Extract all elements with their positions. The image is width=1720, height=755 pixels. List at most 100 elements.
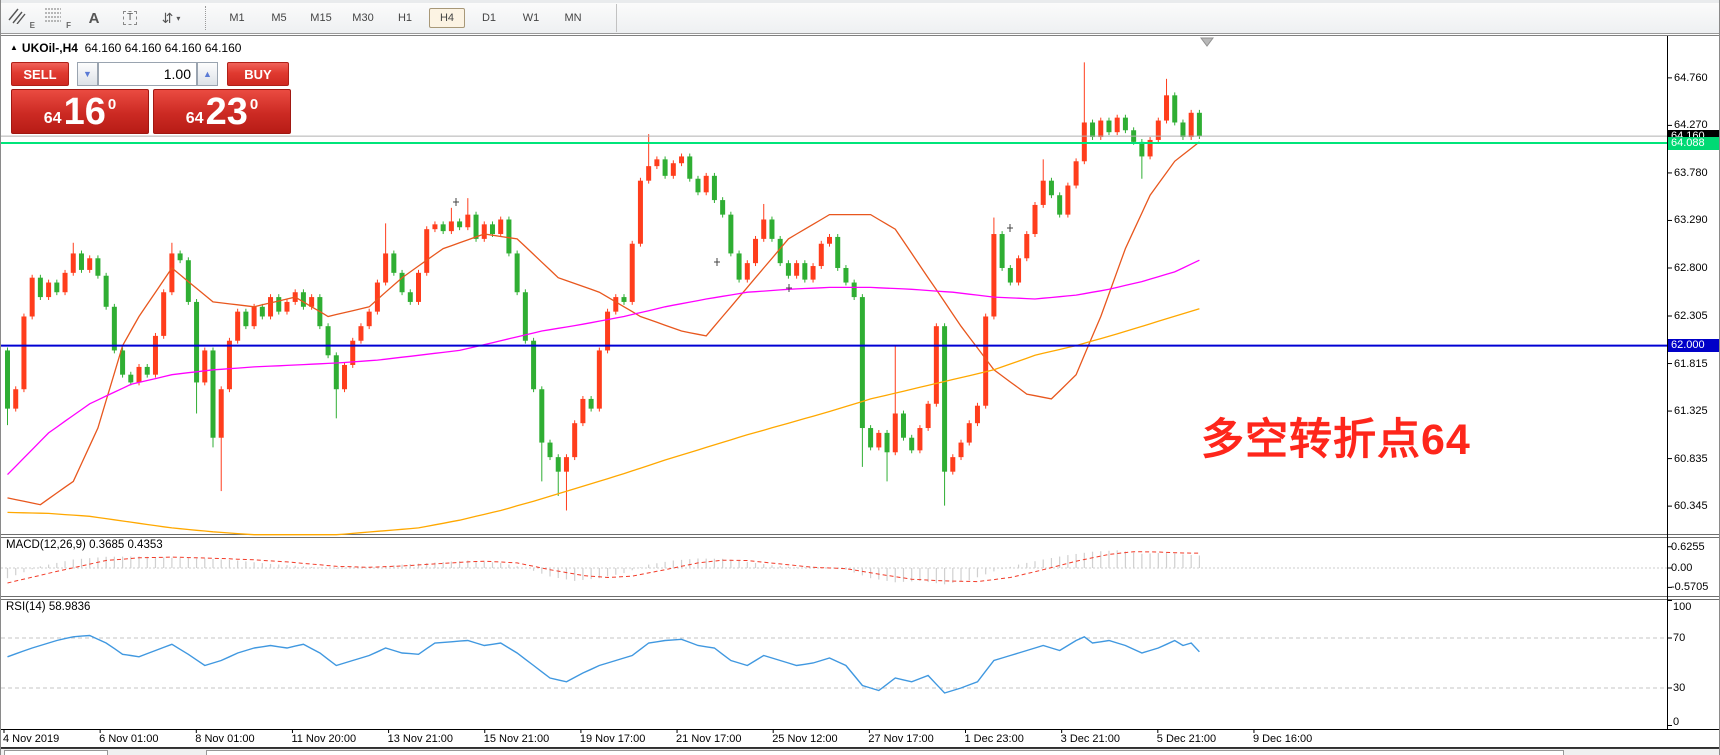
timeframe-button-m30[interactable]: M30 <box>352 12 374 24</box>
time-axis-label: 15 Nov 21:00 <box>483 733 550 745</box>
candle-body <box>1090 122 1096 138</box>
timeframe-button-h1[interactable]: H1 <box>397 12 413 24</box>
price-tick-label: 62.800 <box>1674 261 1708 274</box>
timeframe-button-m1[interactable]: M1 <box>229 12 245 24</box>
candle-body <box>383 253 389 283</box>
ask-price-prefix: 64 <box>185 109 204 127</box>
timeframe-button-m5[interactable]: M5 <box>271 12 287 24</box>
ask-price-panel[interactable]: 64 23 0 <box>153 89 291 134</box>
candle-body <box>539 389 545 443</box>
volume-decrease-button[interactable]: ▼ <box>77 62 98 86</box>
candle-body <box>974 405 980 424</box>
candle-body <box>522 292 528 341</box>
candle-body <box>794 263 800 276</box>
price-tick-label: 61.325 <box>1674 405 1708 418</box>
candle-body <box>991 234 997 317</box>
candle-body <box>144 366 150 375</box>
fibonacci-icon[interactable]: F <box>45 8 71 30</box>
sell-button[interactable]: SELL <box>11 62 69 86</box>
macd-indicator-label: MACD(12,26,9) 0.3685 0.4353 <box>6 539 163 551</box>
candle-body <box>87 258 93 270</box>
arrows-icon[interactable]: ⇵ ▾ <box>161 9 181 26</box>
symbol-collapse-icon[interactable]: ▲ <box>10 43 18 52</box>
candle-body <box>802 263 808 280</box>
candle-body <box>1106 120 1112 133</box>
candle-body <box>95 258 101 276</box>
candle-body <box>1155 120 1161 140</box>
candle-body <box>374 282 380 312</box>
candle-body <box>514 253 520 293</box>
equidistant-channel-icon[interactable]: E <box>7 6 37 30</box>
bid-price-panel[interactable]: 64 16 0 <box>11 89 149 134</box>
candle-body <box>424 229 430 273</box>
candle-body <box>498 219 504 235</box>
rsi-tick-label: 0 <box>1673 716 1680 728</box>
text-icon[interactable]: A <box>88 9 100 27</box>
volume-input[interactable]: 1.00 <box>98 62 197 86</box>
candle-body <box>152 335 158 375</box>
candle-body <box>999 234 1005 268</box>
candle-body <box>1188 112 1194 138</box>
candle-body <box>120 350 126 375</box>
time-axis-label: 11 Nov 20:00 <box>291 733 357 745</box>
candle-body <box>1114 117 1120 133</box>
candle-body <box>1196 112 1202 137</box>
chart-shift-triangle-icon[interactable] <box>1200 37 1214 47</box>
candle-body <box>983 316 989 406</box>
candle-body <box>177 253 183 261</box>
bid-price-prefix: 64 <box>43 109 62 127</box>
candle-body <box>572 423 578 458</box>
candle-body <box>588 398 594 409</box>
candle-body <box>917 428 923 451</box>
timeframe-button-d1[interactable]: D1 <box>481 12 497 24</box>
candle-body <box>958 442 964 458</box>
rsi-tick-label: 70 <box>1673 632 1686 644</box>
timeframe-button-h4[interactable]: H4 <box>429 8 465 28</box>
candle-body <box>720 200 726 215</box>
buy-button[interactable]: BUY <box>227 62 289 86</box>
candle-body <box>169 253 175 293</box>
time-axis-label: 21 Nov 17:00 <box>676 733 742 745</box>
price-tick-label: 63.780 <box>1674 166 1708 179</box>
candle-body <box>226 340 232 390</box>
candle-body <box>276 297 282 312</box>
volume-increase-button[interactable]: ▲ <box>197 62 218 86</box>
candle-body <box>78 253 84 270</box>
candle-body <box>103 275 109 307</box>
rsi-tick-label: 30 <box>1673 682 1686 694</box>
time-axis-label: 19 Nov 17:00 <box>579 733 646 745</box>
candle-body <box>1007 267 1013 283</box>
candle-body <box>777 238 783 264</box>
rsi-tick-label: 100 <box>1673 601 1692 613</box>
candle-body <box>1040 180 1046 205</box>
candle-body <box>235 311 241 341</box>
candle-body <box>70 253 76 273</box>
candle-body <box>827 236 832 244</box>
candle-body <box>843 267 849 283</box>
text-label-icon[interactable]: T <box>115 6 145 30</box>
timeframe-button-w1[interactable]: W1 <box>522 12 540 24</box>
time-axis-label: 13 Nov 21:00 <box>387 733 454 745</box>
candle-body <box>744 263 750 280</box>
candle-body <box>670 163 676 176</box>
one-click-trading-widget: SELL ▼ 1.00 ▲ BUY 64 16 0 64 23 0 <box>1 58 301 136</box>
candle-body <box>300 292 306 307</box>
candle-body <box>909 437 915 451</box>
candle-body <box>416 272 421 302</box>
candle-body <box>194 301 200 383</box>
candle-body <box>1147 139 1153 157</box>
bid-price-main: 16 <box>63 90 106 133</box>
candle-body <box>835 236 841 268</box>
ma-mid-line <box>7 259 1200 476</box>
macd-signal-line <box>7 551 1200 584</box>
timeframe-button-m15[interactable]: M15 <box>310 12 332 24</box>
toolbar-separator <box>616 4 617 32</box>
macd-tick-label: 0.6255 <box>1671 540 1705 553</box>
candle-body <box>629 243 635 302</box>
candle-body <box>1065 185 1071 215</box>
candle-body <box>942 326 948 472</box>
bottom-tab-strip <box>1 748 1719 755</box>
timeframe-button-mn[interactable]: MN <box>564 12 582 24</box>
